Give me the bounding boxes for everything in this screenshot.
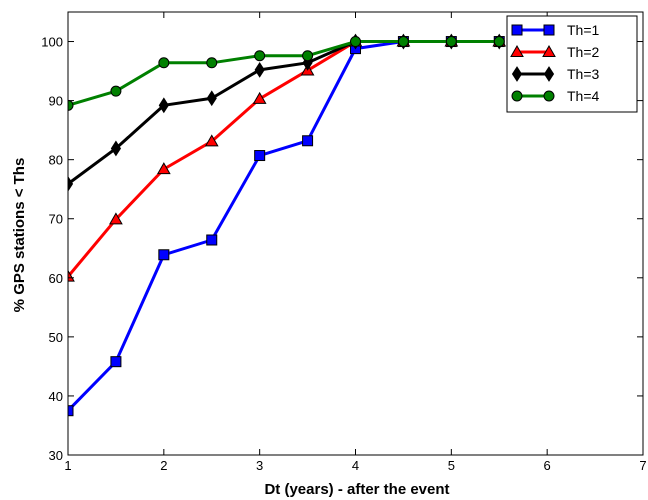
legend-marker-3 <box>511 66 523 82</box>
series-3-point <box>158 97 169 114</box>
series-4-point <box>254 50 266 62</box>
series-1-point <box>68 405 74 417</box>
series-1-point <box>110 356 122 368</box>
legend-marker-2 <box>542 44 556 57</box>
x-tick-label: 4 <box>352 458 359 473</box>
plot-area <box>68 33 507 417</box>
series-4-point <box>206 57 218 69</box>
legend-marker-3 <box>543 66 555 82</box>
series-4-point <box>158 57 170 69</box>
y-tick-label: 90 <box>49 94 63 109</box>
legend-label-1: Th=1 <box>567 22 600 38</box>
legend-marker-2 <box>510 44 524 57</box>
series-4-point <box>68 99 74 111</box>
x-tick-label: 2 <box>160 458 167 473</box>
series-2-point <box>109 212 123 225</box>
legend-label-2: Th=2 <box>567 44 600 60</box>
series-1-point <box>158 249 170 261</box>
y-axis-title: % GPS stations < Ths <box>11 158 28 313</box>
y-tick-label: 60 <box>49 271 63 286</box>
series-4-point <box>350 36 361 48</box>
legend-marker-1 <box>511 24 523 36</box>
y-tick-label: 50 <box>49 330 63 345</box>
legend-marker-1 <box>543 24 555 36</box>
series-line-3 <box>68 40 500 186</box>
series-3-point <box>206 90 217 107</box>
series-3-point <box>254 61 265 78</box>
legend-marker-4 <box>543 90 555 102</box>
series-3-point <box>68 175 74 192</box>
series-2-point <box>68 269 75 282</box>
legend-marker-4 <box>511 90 523 102</box>
series-4-point <box>493 36 505 48</box>
series-line-4 <box>68 40 500 107</box>
series-line-2 <box>68 40 500 278</box>
series-4-point <box>110 85 122 97</box>
series-2-point <box>204 134 219 147</box>
axes: 1 2 3 4 5 6 7 30 40 50 60 70 80 90 100 <box>41 11 647 473</box>
x-tick-label: 3 <box>256 458 263 473</box>
series-1-point <box>254 150 266 162</box>
x-tick-label: 5 <box>448 458 455 473</box>
series-2-point <box>156 162 171 175</box>
y-tick-label: 80 <box>49 153 63 168</box>
series-1-point <box>302 135 314 147</box>
y-tick-label: 30 <box>49 448 63 463</box>
series-4-point <box>445 36 457 48</box>
x-tick-label: 1 <box>64 458 71 473</box>
legend: Th=1 Th=2 Th=3 Th=4 <box>506 15 638 113</box>
legend-label-4: Th=4 <box>567 88 600 104</box>
x-axis-title: Dt (years) - after the event <box>264 481 449 498</box>
y-tick-label: 100 <box>41 35 63 50</box>
series-1-point <box>206 234 218 246</box>
series-line-1 <box>68 40 500 412</box>
series-4-point <box>397 36 409 48</box>
x-tick-label: 6 <box>544 458 551 473</box>
series-4-point <box>302 50 314 62</box>
y-tick-label: 40 <box>49 389 63 404</box>
series-2-point <box>252 91 267 104</box>
legend-label-3: Th=3 <box>567 66 600 82</box>
series-3-point <box>110 140 122 157</box>
x-tick-label: 7 <box>639 458 646 473</box>
y-tick-label: 70 <box>49 212 63 227</box>
